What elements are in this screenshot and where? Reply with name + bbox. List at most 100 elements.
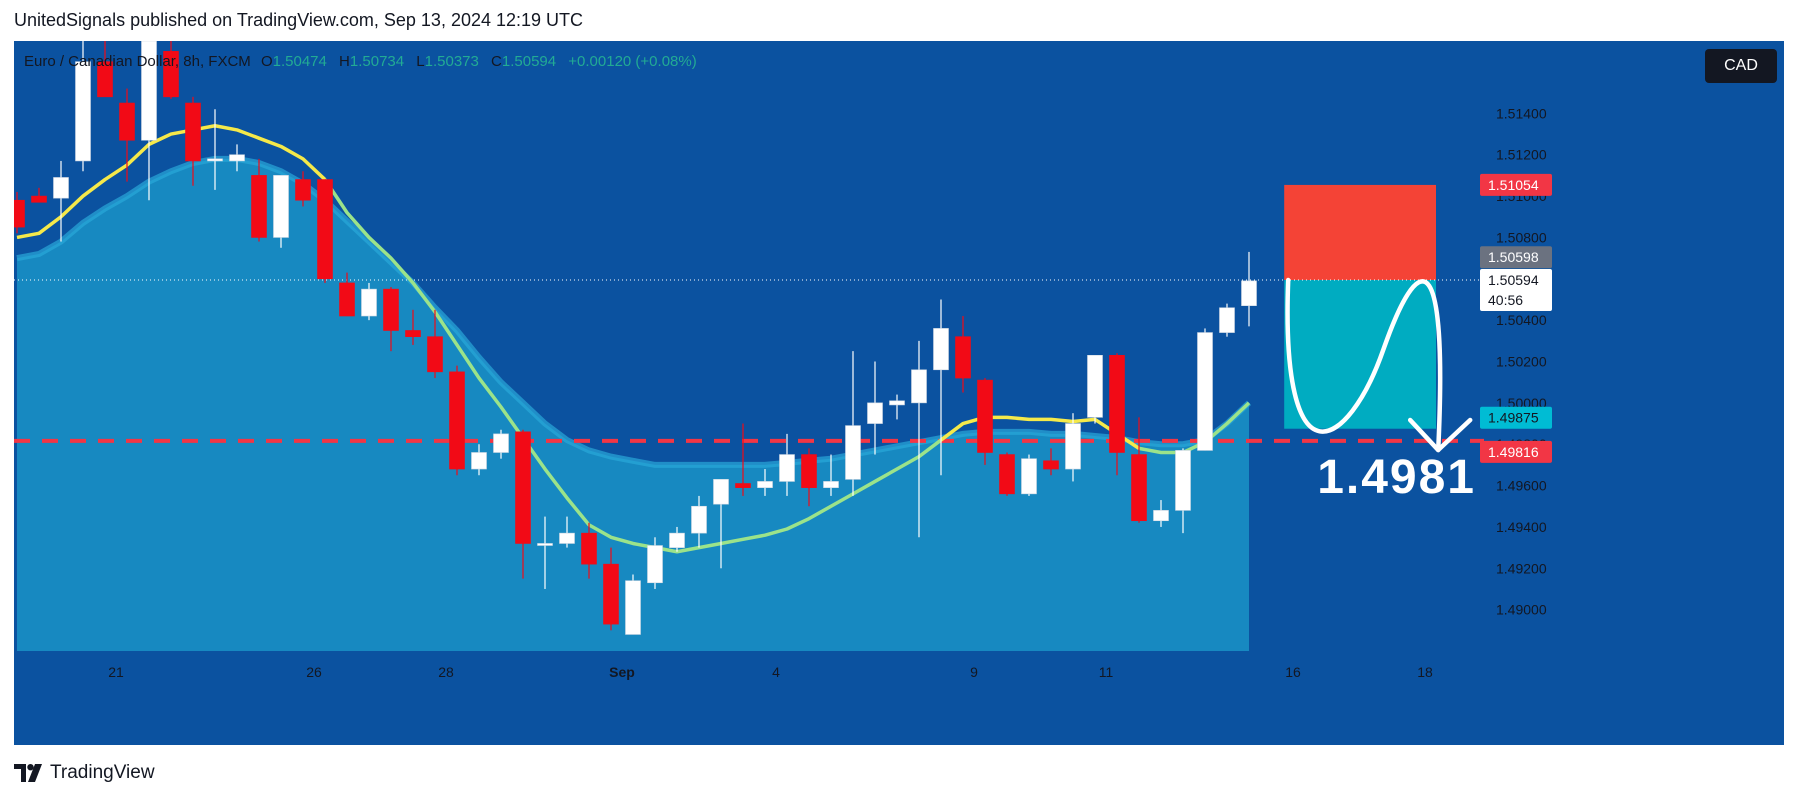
candle-bear[interactable] [999,454,1015,495]
candle-bull[interactable] [559,532,575,544]
candle-bull[interactable] [273,175,289,238]
x-tick-label: 26 [306,664,322,680]
candle-bear[interactable] [977,379,993,453]
y-tick-label: 1.51200 [1496,147,1547,163]
candle-bull[interactable] [1065,423,1081,470]
candle-bear[interactable] [955,336,971,379]
candle-bull[interactable] [867,402,883,424]
candle-bull[interactable] [471,452,487,470]
candle-bear[interactable] [14,199,25,228]
candle-bull[interactable] [823,481,839,488]
published-caption: UnitedSignals published on TradingView.c… [14,10,584,30]
x-tick-label: Sep [609,664,635,680]
candle-bear[interactable] [449,371,465,470]
price-label-line [1480,440,1552,463]
tradingview-brand[interactable]: TradingView [50,762,155,783]
x-tick-label: 28 [438,664,454,680]
symbol-title[interactable]: Euro / Canadian Dollar, 8h, FXCM [24,53,251,70]
candle-bull[interactable] [691,505,707,534]
tradingview-logo-icon [14,764,42,782]
low-value: 1.50373 [424,53,479,70]
price-label-target [1480,406,1552,429]
candle-bull[interactable] [361,288,377,317]
y-tick-label: 1.50400 [1496,312,1547,328]
candle-bear[interactable] [97,61,113,98]
countdown-label: 40:56 [1488,292,1523,308]
price-axis[interactable] [1479,41,1784,745]
candle-bull[interactable] [647,545,663,584]
y-tick-label: 1.49000 [1496,602,1547,618]
candle-bull[interactable] [845,425,861,480]
candle-bear[interactable] [1109,355,1125,453]
candle-bull[interactable] [911,369,927,404]
candle-bear[interactable] [801,454,817,488]
y-tick-label: 1.50200 [1496,354,1547,370]
candle-bull[interactable] [493,433,509,453]
candle-bear[interactable] [427,336,443,373]
price-label-text: 1.49816 [1488,444,1539,460]
candle-bear[interactable] [119,102,135,141]
price-label-text: 1.49875 [1488,410,1539,426]
candle-bull[interactable] [779,454,795,482]
candle-bear[interactable] [163,51,179,98]
x-tick-label: 18 [1417,664,1433,680]
chart-area[interactable]: 1.49811.514001.512001.510001.508001.5060… [14,41,1784,745]
candle-bear[interactable] [185,102,201,162]
price-chart[interactable]: 1.49811.514001.512001.510001.508001.5060… [14,41,1784,745]
candle-bear[interactable] [339,282,355,317]
take-profit-zone[interactable] [1284,280,1436,429]
time-axis[interactable] [14,651,1479,745]
candle-bear[interactable] [317,179,333,280]
stop-loss-zone[interactable] [1284,184,1436,281]
candle-bull[interactable] [1153,510,1169,522]
candle-bull[interactable] [1219,307,1235,333]
change-value: +0.00120 (+0.08%) [568,53,697,70]
candle-bull[interactable] [933,328,949,371]
arrow-head-icon [1407,417,1473,453]
candle-bear[interactable] [603,563,619,625]
candle-bear[interactable] [31,195,47,203]
price-label-gray [1480,246,1552,269]
y-tick-label: 1.49600 [1496,478,1547,494]
y-tick-label: 1.50800 [1496,229,1547,245]
y-tick-label: 1.49400 [1496,519,1547,535]
price-label-text: 1.51054 [1488,177,1539,193]
candle-bull[interactable] [1197,332,1213,451]
target-price-annotation: 1.4981 [1317,451,1476,504]
ema-line-segment-2 [323,178,943,554]
candle-bear[interactable] [1043,460,1059,470]
low-label: L [416,53,425,70]
candle-bull[interactable] [625,580,641,635]
candle-bull[interactable] [75,61,91,162]
currency-button[interactable]: CAD [1705,49,1777,83]
x-tick-label: 11 [1099,664,1114,680]
candle-bull[interactable] [53,177,69,199]
candle-bear[interactable] [405,330,421,337]
candle-bear[interactable] [251,175,267,238]
price-label-stop [1480,173,1552,196]
x-tick-label: 4 [772,664,780,680]
candle-bull[interactable] [1021,458,1037,495]
candle-bull[interactable] [141,41,157,141]
candle-bull[interactable] [207,158,223,162]
x-tick-label: 9 [970,664,978,680]
candle-bear[interactable] [383,288,399,331]
candle-bull[interactable] [537,543,553,546]
x-tick-label: 16 [1285,664,1301,680]
candle-bull[interactable] [229,154,245,162]
candle-bear[interactable] [581,532,597,565]
candle-bull[interactable] [1241,280,1257,306]
candle-bull[interactable] [889,400,905,406]
candle-bull[interactable] [669,532,685,548]
candle-bull[interactable] [1087,355,1103,418]
candle-bull[interactable] [1175,450,1191,511]
candle-bear[interactable] [515,431,531,544]
candle-bull[interactable] [713,479,729,505]
candle-bull[interactable] [757,481,773,488]
open-value: 1.50474 [272,53,327,70]
candle-bear[interactable] [735,483,751,488]
ohlc-legend: Euro / Canadian Dollar, 8h, FXCM O1.5047… [24,53,705,70]
candle-bear[interactable] [1131,454,1147,522]
close-value: 1.50594 [501,53,557,70]
candle-bear[interactable] [295,179,311,201]
